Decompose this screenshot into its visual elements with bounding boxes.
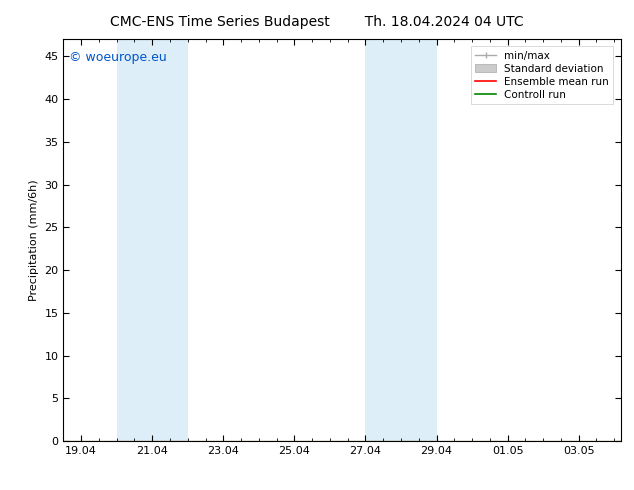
Text: CMC-ENS Time Series Budapest        Th. 18.04.2024 04 UTC: CMC-ENS Time Series Budapest Th. 18.04.2… <box>110 15 524 29</box>
Legend: min/max, Standard deviation, Ensemble mean run, Controll run: min/max, Standard deviation, Ensemble me… <box>471 47 613 104</box>
Text: © woeurope.eu: © woeurope.eu <box>69 51 167 64</box>
Bar <box>365 39 437 441</box>
Bar <box>117 39 188 441</box>
Y-axis label: Precipitation (mm/6h): Precipitation (mm/6h) <box>29 179 39 301</box>
